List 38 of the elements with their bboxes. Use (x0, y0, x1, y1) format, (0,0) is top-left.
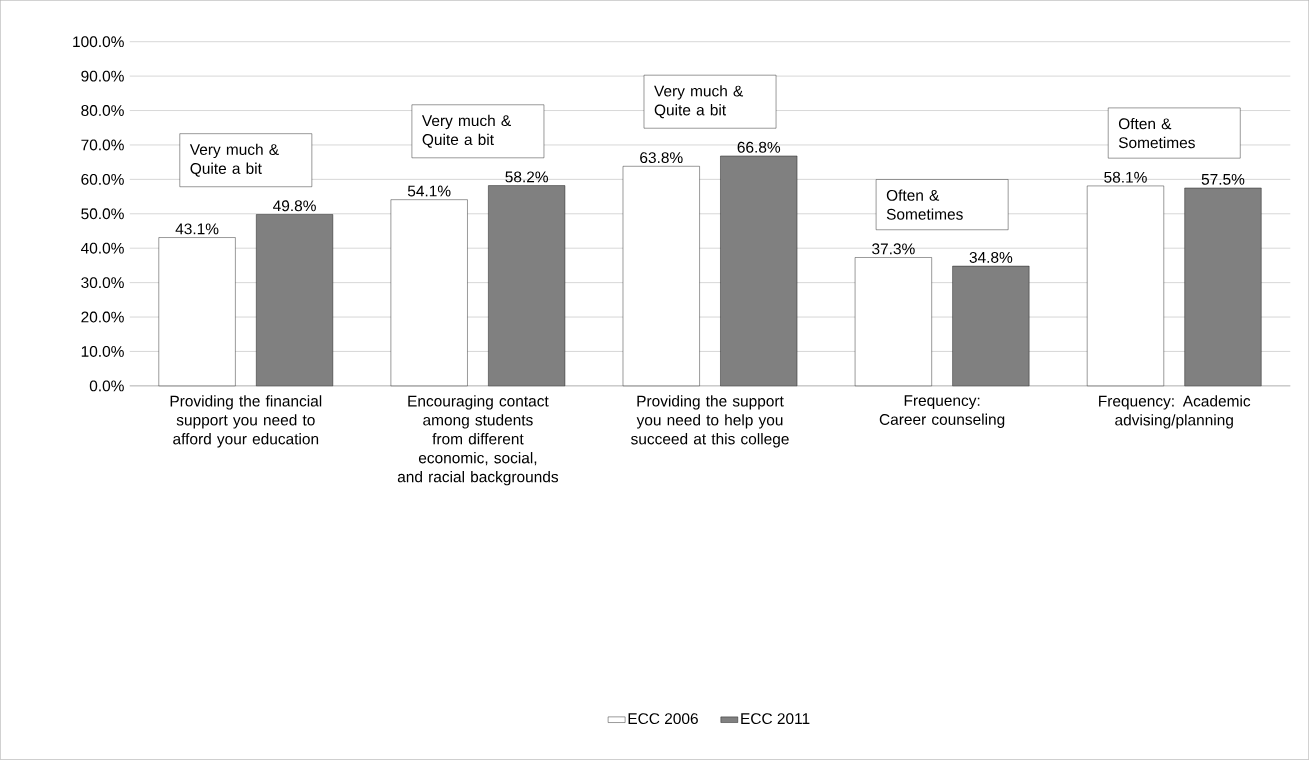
data-label: 57.5% (1201, 174, 1245, 185)
y-tick-label: 100.0% (73, 36, 124, 48)
x-tick-label: Frequency: Career counseling (879, 395, 1005, 429)
legend-label: ECC 2006 (628, 713, 698, 725)
y-tick-label: 60.0% (81, 174, 124, 185)
y-tick-label: 90.0% (81, 70, 124, 82)
data-label: 37.3% (872, 243, 915, 255)
bar (390, 199, 468, 387)
data-label: 43.1% (175, 223, 219, 235)
y-tick-label: 70.0% (81, 139, 124, 151)
bar (1087, 185, 1164, 387)
x-tick-label: Encouraging contact among students from different economic, social, and racial backgrounds (397, 395, 559, 486)
annotation: Very much & Quite a bit (421, 114, 511, 148)
y-tick-label: 10.0% (81, 346, 124, 358)
y-tick-label: 30.0% (81, 277, 124, 289)
bar (622, 166, 700, 387)
data-label: 34.8% (969, 252, 1013, 264)
x-tick-label: Providing the support you need to help you succeed at this college (631, 395, 789, 448)
data-label: 49.8% (273, 200, 316, 212)
data-label: 58.2% (505, 171, 549, 183)
y-tick-label: 0.0% (89, 380, 124, 392)
x-tick-label: Frequency: Academic advising/planning (1099, 395, 1251, 429)
y-tick-label: 20.0% (81, 311, 124, 323)
data-label: 54.1% (407, 185, 451, 197)
data-label: 58.1% (1104, 171, 1147, 183)
annotation: Often & Sometimes (886, 189, 963, 220)
y-tick-label: 40.0% (80, 242, 124, 254)
y-tick-label: 50.0% (81, 208, 124, 220)
data-label: 66.8% (737, 141, 781, 153)
annotation: Very much & Quite a bit (654, 85, 744, 119)
data-label: 63.8% (640, 152, 683, 164)
y-tick-label: 80.0% (81, 105, 124, 117)
legend-label: ECC 2011 (741, 713, 810, 725)
bar (158, 237, 236, 387)
x-tick-label: Providing the financial support you need to afford your education (170, 395, 322, 448)
annotation: Very much & Quite a bit (189, 143, 279, 177)
bar (854, 257, 932, 387)
annotation: Often & Sometimes (1118, 118, 1195, 149)
